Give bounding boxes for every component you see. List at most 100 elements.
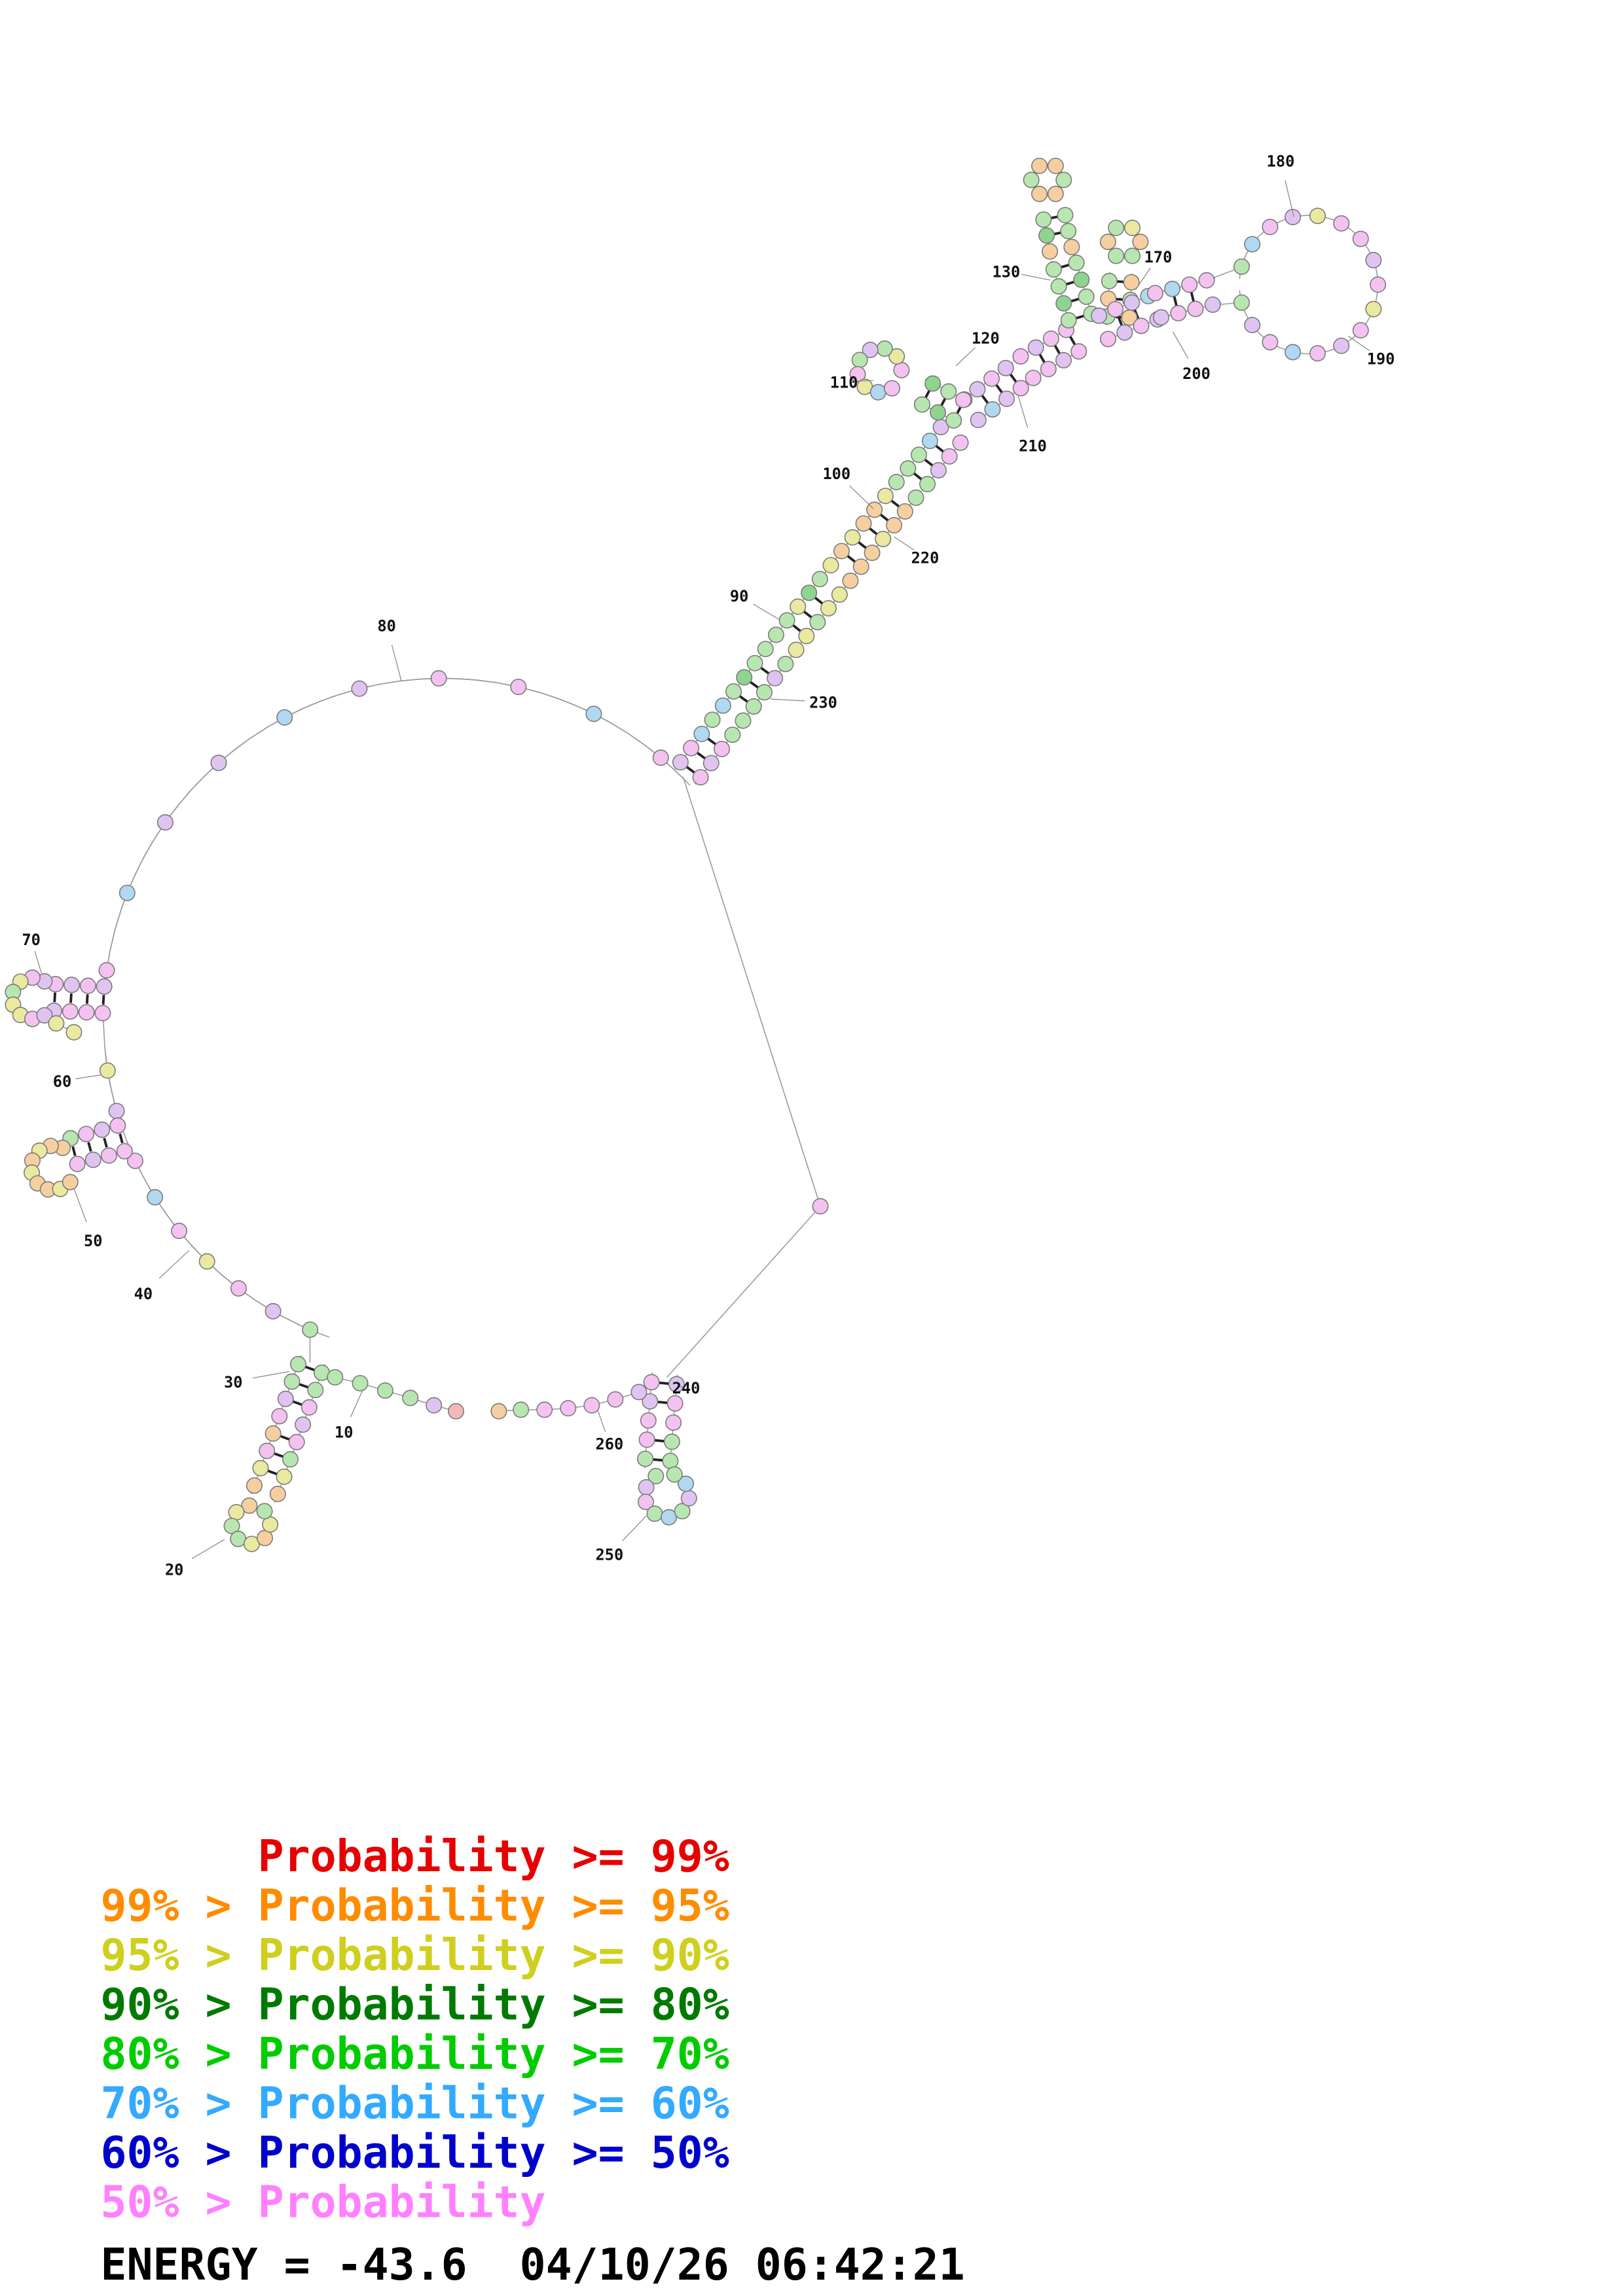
nucleotide-dot xyxy=(108,1102,125,1119)
nucleotide-dot xyxy=(65,1024,82,1041)
nucleotide-dot xyxy=(680,1490,697,1507)
nucleotide-dot xyxy=(1012,348,1029,365)
nucleotide-dot xyxy=(702,755,720,772)
nucleotide-dot xyxy=(1070,343,1087,360)
nucleotide-dot xyxy=(778,612,795,629)
nucleotide-dot xyxy=(663,1433,680,1450)
nucleotide-dot xyxy=(1285,209,1302,226)
loop-outline xyxy=(255,1300,265,1306)
nucleotide-dot xyxy=(638,1431,655,1448)
nucleotide-dot xyxy=(1124,247,1141,264)
nucleotide-dot xyxy=(640,1412,657,1429)
nucleotide-dot xyxy=(1170,305,1187,322)
nucleotide-dot xyxy=(1100,331,1117,348)
nucleotide-dot xyxy=(116,1143,133,1160)
nucleotide-dot xyxy=(1091,307,1108,324)
nucleotide-dot xyxy=(842,572,859,589)
nucleotide-dot xyxy=(756,684,773,701)
nucleotide-dot xyxy=(1352,230,1369,247)
energy-label: ENERGY = -43.6 04/10/26 06:42:21 xyxy=(101,2239,965,2290)
loop-outline xyxy=(143,838,155,857)
nucleotide-dot xyxy=(1365,300,1382,317)
nucleotide-dot xyxy=(777,656,794,673)
position-label: 60 xyxy=(53,1072,71,1090)
nucleotide-dot xyxy=(1204,296,1221,313)
nucleotide-dot xyxy=(665,1414,682,1431)
probability-legend: Probability >= 99% 99% > Probability >= … xyxy=(101,1831,729,2227)
nucleotide-dot xyxy=(402,1390,419,1407)
nucleotide-dot xyxy=(1309,207,1326,224)
nucleotide-dot xyxy=(945,412,962,429)
nucleotide-dot xyxy=(851,351,868,368)
nucleotide-dot xyxy=(888,474,905,491)
nucleotide-dot xyxy=(269,1486,286,1503)
basepair-tick xyxy=(981,395,989,404)
legend-item-60-70: 70% > Probability >= 60% xyxy=(101,2078,729,2129)
nucleotide-dot xyxy=(1031,185,1048,202)
nucleotide-dot xyxy=(1152,309,1169,326)
nucleotide-dot xyxy=(666,1395,684,1412)
nucleotide-dot xyxy=(252,1460,269,1477)
nucleotide-dot xyxy=(998,390,1015,407)
basepair-tick xyxy=(87,1141,92,1152)
position-label: 190 xyxy=(1367,350,1395,368)
nucleotide-dot xyxy=(1198,272,1215,289)
position-label: 130 xyxy=(993,263,1021,281)
nucleotide-dot xyxy=(822,557,839,574)
nucleotide-dot xyxy=(246,1477,263,1494)
nucleotide-dot xyxy=(1060,223,1077,240)
basepair-tick xyxy=(847,554,856,563)
nucleotide-dot xyxy=(241,1497,258,1514)
nucleotide-dot xyxy=(283,1373,301,1390)
basepair-tick xyxy=(924,458,934,467)
loop-outline xyxy=(234,738,251,751)
nucleotide-dot xyxy=(1262,334,1279,351)
nucleotide-dot xyxy=(1040,361,1057,378)
position-label: 20 xyxy=(165,1560,183,1579)
loop-outline xyxy=(214,1268,223,1276)
loop-outline xyxy=(628,733,646,746)
basepair-tick xyxy=(659,1381,669,1385)
nucleotide-dot xyxy=(831,586,848,603)
legend-item-lt50: 50% > Probability xyxy=(101,2176,546,2227)
nucleotide-dot xyxy=(109,1117,126,1134)
position-label-pointer xyxy=(253,1371,290,1379)
nucleotide-dot xyxy=(1233,294,1250,311)
nucleotide-dot xyxy=(1057,207,1074,224)
nucleotide-dot xyxy=(983,370,1000,387)
nucleotide-dot xyxy=(647,1467,665,1484)
nucleotide-dot xyxy=(560,1400,577,1417)
position-label-pointer xyxy=(1172,331,1189,359)
nucleotide-dot xyxy=(924,375,941,392)
nucleotide-dot xyxy=(264,1302,282,1319)
loop-outline xyxy=(189,776,205,792)
basepair-tick xyxy=(814,596,824,605)
nucleotide-dot xyxy=(886,517,903,534)
basepair-tick xyxy=(803,610,812,619)
position-label-pointer xyxy=(34,951,42,974)
nucleotide-dot xyxy=(896,503,913,520)
nucleotide-dot xyxy=(1055,295,1072,312)
loop-outline xyxy=(282,1316,292,1321)
position-label-pointer xyxy=(597,1409,606,1432)
nucleotide-dot xyxy=(100,1147,117,1164)
nucleotide-dot xyxy=(36,1007,53,1024)
position-label: 10 xyxy=(335,1424,353,1442)
basepair-tick xyxy=(858,541,867,549)
nucleotide-dot xyxy=(1116,324,1133,341)
basepair-tick xyxy=(85,994,89,1004)
nucleotide-dot xyxy=(672,754,689,771)
nucleotide-dot xyxy=(941,448,958,465)
basepair-tick xyxy=(53,992,57,1003)
nucleotide-dot xyxy=(210,754,227,772)
nucleotide-dot xyxy=(79,977,96,994)
legend-item-90-95: 95% > Probability >= 90% xyxy=(101,1929,729,1981)
nucleotide-dot xyxy=(643,1374,660,1391)
nucleotide-dot xyxy=(307,1382,324,1399)
nucleotide-dot xyxy=(1078,288,1095,305)
nucleotide-dot xyxy=(126,1153,143,1170)
nucleotide-dot xyxy=(223,1517,240,1534)
basepair-tick xyxy=(879,513,889,522)
position-label: 50 xyxy=(84,1232,102,1250)
nucleotide-dot xyxy=(900,460,917,477)
